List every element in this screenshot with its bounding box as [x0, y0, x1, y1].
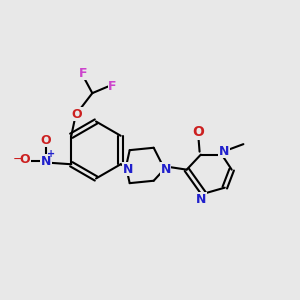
- Text: F: F: [79, 67, 88, 80]
- Text: N: N: [160, 163, 171, 176]
- Text: −: −: [13, 153, 23, 166]
- Text: N: N: [219, 145, 229, 158]
- Text: +: +: [47, 149, 55, 159]
- Text: N: N: [40, 155, 51, 168]
- Text: N: N: [122, 163, 133, 176]
- Text: O: O: [40, 134, 51, 147]
- Text: N: N: [196, 193, 207, 206]
- Text: O: O: [192, 125, 204, 139]
- Text: F: F: [108, 80, 117, 93]
- Text: O: O: [71, 108, 82, 121]
- Text: O: O: [20, 153, 30, 166]
